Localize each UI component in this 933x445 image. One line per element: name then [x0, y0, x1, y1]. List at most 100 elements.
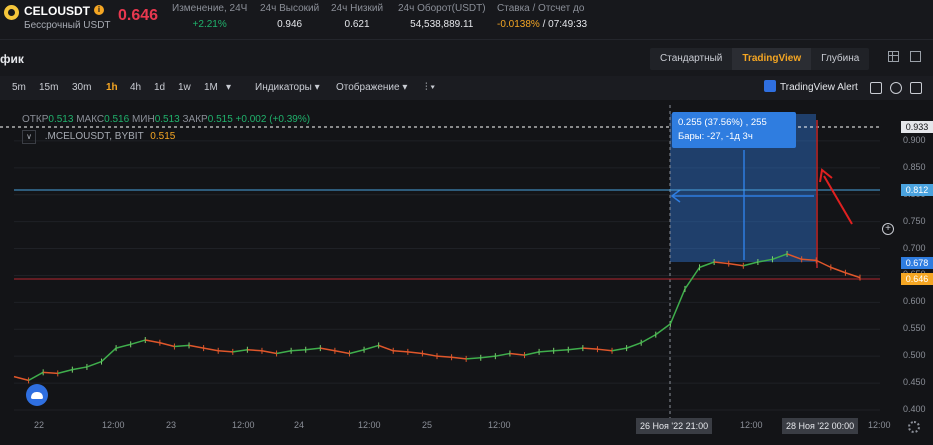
crosshair-price-tag: 0.933	[901, 121, 933, 133]
layout-grid-icon[interactable]	[888, 51, 899, 62]
series-segment	[743, 261, 759, 267]
tradingview-alert-button[interactable]: TradingView Alert	[764, 80, 858, 93]
series-segment	[582, 347, 598, 350]
legend-collapse-icon[interactable]: ∨	[22, 130, 36, 144]
ohlc-high-label: МАКС	[76, 114, 105, 125]
series-segment	[495, 352, 511, 357]
view-tabs: Стандартный TradingView Глубина	[650, 48, 870, 70]
series-segment	[509, 352, 525, 356]
ohlc-close-label: ЗАКР	[182, 114, 208, 125]
settings-icon[interactable]	[890, 82, 902, 94]
tab-depth[interactable]: Глубина	[821, 53, 860, 64]
series-segment	[130, 339, 146, 346]
series-segment	[188, 344, 204, 349]
stat-value: 0.621	[344, 19, 370, 30]
price-tick-label: 0.550	[903, 323, 926, 334]
series-segment	[436, 355, 452, 359]
series-segment	[669, 288, 686, 325]
measure-top-tag: 0.678	[901, 257, 933, 269]
display-menu[interactable]: Отображение ▾	[336, 82, 408, 93]
series-segment	[553, 348, 569, 352]
timeframe-1h[interactable]: 1h	[106, 82, 118, 93]
series-segment	[786, 253, 802, 261]
timeframe-1w[interactable]: 1w	[178, 82, 191, 93]
series-segment	[422, 352, 438, 357]
series-segment	[363, 344, 379, 351]
price-tick-label: 0.600	[903, 296, 926, 307]
contract-type: Бессрочный USDT	[24, 20, 111, 31]
indicators-menu[interactable]: Индикаторы ▾	[255, 82, 320, 93]
timeframe-1m[interactable]: 1M	[204, 82, 218, 93]
price-chart[interactable]	[0, 100, 933, 445]
stat-label: Изменение, 24Ч	[172, 3, 248, 14]
timeframe-5m[interactable]: 5m	[12, 82, 26, 93]
camera-icon[interactable]	[870, 82, 882, 94]
add-level-plus-icon[interactable]: +	[882, 223, 894, 235]
stat-funding: Ставка / Отсчет до -0.0138% / 07:49:33	[497, 3, 587, 30]
series-legend: ∨ .MCELOUSDT, BYBIT 0.515	[22, 130, 175, 144]
timeframe-4h[interactable]: 4h	[130, 82, 142, 93]
stat-label: 24ч Низкий	[331, 3, 384, 14]
timeframe-15m[interactable]: 15m	[39, 82, 59, 93]
time-tick-label: 12:00	[358, 420, 381, 430]
chart-area[interactable]: ОТКР0.513 МАКС0.516 МИН0.513 ЗАКР0.515 +…	[0, 100, 933, 445]
measure-bars: Бары: -27, -1д 3ч	[678, 131, 753, 142]
price-series	[13, 250, 861, 384]
ohlc-open-value: 0.513	[48, 114, 74, 125]
time-tick-label: 12:00	[488, 420, 511, 430]
series-segment	[43, 371, 58, 375]
symbol-name[interactable]: CELOUSDT	[24, 4, 90, 18]
timeframe-30m[interactable]: 30m	[72, 82, 92, 93]
series-segment	[845, 272, 861, 279]
measure-change: 0.255 (37.56%) , 255	[678, 117, 767, 128]
series-segment	[480, 355, 496, 359]
axis-settings-icon[interactable]	[908, 421, 920, 433]
info-icon[interactable]: i	[94, 5, 104, 15]
ohlc-open-label: ОТКР	[22, 114, 49, 125]
chart-style-icon[interactable]: ⫶ ▾	[425, 82, 436, 93]
price-tick-label: 0.700	[903, 242, 926, 253]
series-segment	[539, 350, 554, 353]
series-segment	[815, 259, 832, 269]
timeframe-more-icon[interactable]: ▾	[226, 82, 232, 93]
series-segment	[684, 266, 701, 290]
time-tick-label: 12:00	[102, 420, 125, 430]
series-segment	[291, 348, 306, 352]
series-segment	[830, 266, 846, 274]
expand-icon[interactable]	[910, 51, 921, 62]
price-tick-label: 0.900	[903, 134, 926, 145]
series-segment	[159, 342, 175, 348]
timeframe-1d[interactable]: 1d	[154, 82, 166, 93]
series-segment	[714, 261, 729, 265]
ohlc-change: +0.002 (+0.39%)	[235, 114, 311, 125]
last-price: 0.646	[118, 7, 159, 24]
series-segment	[145, 339, 160, 344]
crosshair-time-tag: 26 Ноя '22 21:00	[636, 418, 713, 434]
ticker-header: CELOUSDT i Бессрочный USDT 0.646 Изменен…	[0, 0, 933, 40]
ohlc-low-value: 0.513	[154, 114, 180, 125]
series-segment	[772, 253, 788, 261]
series-segment	[218, 350, 233, 353]
celo-coin-icon	[4, 5, 19, 20]
annotation-arrow-line	[823, 175, 853, 225]
tab-tradingview[interactable]: TradingView	[732, 48, 812, 70]
series-segment	[101, 347, 117, 363]
stat-change: Изменение, 24Ч +2.21%	[172, 3, 247, 30]
time-tick-label: 12:00	[740, 420, 763, 430]
series-segment	[261, 350, 277, 355]
series-segment	[320, 347, 336, 352]
tab-standard[interactable]: Стандартный	[660, 53, 723, 64]
time-tick-label: 24	[294, 420, 305, 430]
series-segment	[451, 356, 467, 360]
series-segment	[728, 262, 744, 267]
stat-low: 24ч Низкий 0.621	[331, 3, 383, 30]
price-tick-label: 0.850	[903, 161, 926, 172]
fullscreen-icon[interactable]	[910, 82, 922, 94]
indicators-label: Индикаторы	[255, 82, 312, 93]
series-segment	[232, 348, 248, 353]
stat-label: 24ч Оборот(USDT)	[398, 3, 486, 14]
stat-value: +2.21%	[192, 19, 227, 30]
series-segment	[13, 375, 29, 382]
stat-label: Ставка / Отсчет до	[497, 3, 585, 14]
bybit-cloud-logo-icon[interactable]	[26, 384, 48, 406]
